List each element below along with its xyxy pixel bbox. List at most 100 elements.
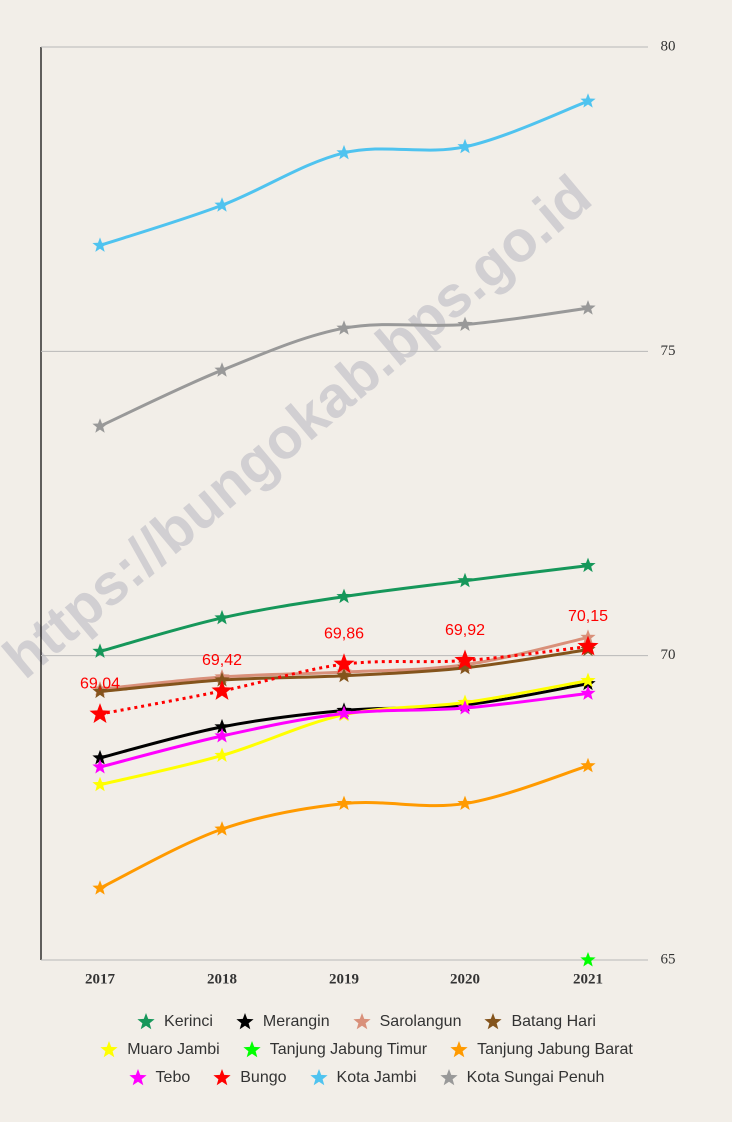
legend-label: Bungo [240,1069,287,1086]
legend-label: Tebo [155,1069,191,1086]
point [454,649,476,670]
point [333,653,355,674]
point [580,672,596,688]
legend-marker [243,1041,261,1058]
point [214,609,230,625]
legend-label: Sarolangun [379,1013,462,1030]
legend-marker [450,1041,468,1058]
point [457,795,473,810]
point [580,300,596,315]
legend-star [100,1041,118,1058]
point [92,418,108,433]
point [336,795,352,810]
legend-item: Kerinci [136,1012,213,1032]
point [214,747,230,762]
legend-item: Kota Jambi [309,1068,417,1088]
legend-item: Kota Sungai Penuh [439,1068,605,1088]
legend-row: Kerinci Merangin Sarolangun Batang Hari [0,1008,732,1036]
point [92,683,108,699]
point [214,362,230,377]
x-tick-label: 2018 [207,971,237,987]
x-tick-label: 2019 [329,971,359,987]
point [214,728,230,743]
data-label: 70,15 [568,608,608,625]
legend-marker [128,1069,147,1086]
point [457,572,473,588]
point [580,93,596,108]
point [580,952,596,967]
legend-star [309,1069,328,1086]
legend-star [450,1041,468,1058]
legend-star [137,1013,155,1030]
data-label: 69,42 [202,652,242,669]
legend-label: Tanjung Jabung Barat [477,1041,633,1058]
x-tick-label: 2020 [450,971,480,987]
series-line [99,764,589,890]
legend-star [213,1069,231,1086]
point [336,705,352,720]
legend-marker [353,1013,371,1030]
y-tick-label: 80 [661,38,676,54]
legend-label: Kerinci [164,1013,213,1030]
point [336,667,352,683]
point [92,237,108,252]
watermark: https://bungokab.bps.go.id [0,163,603,691]
legend-marker [439,1069,458,1086]
point [214,672,230,687]
legend-label: Merangin [262,1013,330,1030]
legend-star [353,1013,371,1030]
legend-item: Tanjung Jabung Timur [242,1040,427,1060]
legend-marker [137,1013,155,1030]
point [214,197,230,212]
legend-label: Tanjung Jabung Timur [269,1041,428,1058]
point [580,557,596,573]
legend-label: Batang Hari [511,1013,596,1030]
legend-label: Kota Sungai Penuh [466,1069,605,1086]
legend-marker [484,1013,503,1030]
legend-star [236,1013,254,1030]
point [336,320,352,335]
legend-label: Kota Jambi [336,1069,417,1086]
legend-marker [236,1013,254,1030]
point [457,316,473,331]
point [92,749,108,765]
legend-star [439,1069,458,1086]
y-tick-label: 70 [661,647,676,663]
data-label: 69,86 [324,625,364,642]
data-label: 69,92 [445,622,485,639]
point [580,685,596,700]
legend-star [128,1069,147,1086]
legend-item: Merangin [235,1012,330,1032]
legend-marker [309,1069,328,1086]
point [211,680,233,700]
point [336,144,352,160]
point [214,821,230,836]
legend: Kerinci Merangin Sarolangun Batang Hari Muar… [0,1008,732,1092]
legend-star [484,1013,503,1030]
legend-item: Tebo [128,1068,191,1088]
legend-row: Muaro Jambi Tanjung Jabung Timur Tanjung J… [0,1036,732,1064]
data-label: 69,04 [80,675,120,692]
legend-star [243,1041,261,1058]
legend-row: Tebo Bungo Kota Jambi Kota Sungai Penuh [0,1064,732,1092]
legend-item: Tanjung Jabung Barat [449,1040,633,1060]
point [457,700,473,715]
y-tick-label: 75 [661,343,676,359]
legend-item: Batang Hari [483,1012,596,1032]
point [214,718,230,734]
point [457,659,473,675]
y-tick-label: 65 [661,951,676,967]
legend-marker [213,1069,231,1086]
legend-item: Muaro Jambi [99,1040,220,1060]
point [336,588,352,604]
legend-marker [100,1041,118,1058]
x-tick-label: 2021 [573,971,603,987]
point [92,776,108,792]
x-tick-label: 2017 [85,971,116,987]
point [92,643,108,658]
point [89,703,111,723]
point [92,759,108,774]
point [92,880,108,895]
chart: https://bungokab.bps.go.id 65 70 75 80 2017 2… [0,38,676,987]
